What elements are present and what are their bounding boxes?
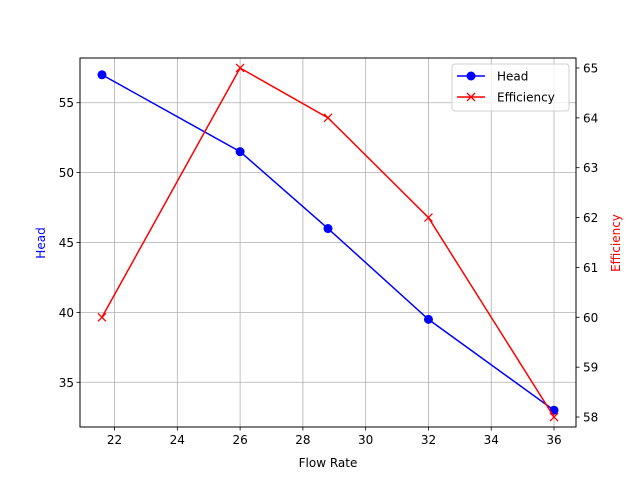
- legend-label: Head: [497, 70, 528, 84]
- y2-tick-label: 59: [583, 361, 598, 375]
- circle-marker: [235, 147, 245, 157]
- x-tick-label: 30: [358, 433, 373, 447]
- x-tick-label: 26: [232, 433, 247, 447]
- y-tick-label: 50: [59, 166, 74, 180]
- y2-tick-label: 65: [583, 61, 598, 75]
- data-series: [97, 63, 559, 422]
- y2-tick-label: 63: [583, 161, 598, 175]
- y-axis-left: 35 40 45 50 55: [59, 96, 80, 390]
- x-tick-label: 24: [170, 433, 185, 447]
- x-marker: [423, 213, 433, 223]
- y-axis-right: 58 59 60 61 62 63 64 65: [576, 61, 598, 425]
- y2-tick-label: 61: [583, 261, 598, 275]
- x-axis-label: Flow Rate: [299, 456, 358, 470]
- x-marker: [235, 63, 245, 73]
- circle-marker: [97, 70, 107, 80]
- y-axis-label-right: Efficiency: [609, 214, 623, 272]
- circle-marker: [423, 314, 433, 324]
- circle-marker: [323, 224, 333, 234]
- y2-tick-label: 64: [583, 111, 598, 125]
- circle-marker: [466, 71, 476, 81]
- x-tick-label: 28: [295, 433, 310, 447]
- y-axis-label-left: Head: [34, 227, 48, 258]
- x-marker: [323, 113, 333, 123]
- legend: Head Efficiency: [451, 63, 570, 112]
- x-axis: 22 24 26 28 30 32 34 36: [107, 427, 562, 447]
- x-tick-label: 22: [107, 433, 122, 447]
- y-tick-label: 35: [59, 376, 74, 390]
- y-tick-label: 55: [59, 96, 74, 110]
- x-marker: [97, 312, 107, 322]
- x-tick-label: 32: [421, 433, 436, 447]
- x-marker: [549, 412, 559, 422]
- legend-label: Efficiency: [497, 91, 555, 105]
- y2-tick-label: 58: [583, 411, 598, 425]
- y2-tick-label: 62: [583, 211, 598, 225]
- x-marker: [466, 92, 476, 102]
- x-tick-label: 36: [546, 433, 561, 447]
- y-tick-label: 45: [59, 236, 74, 250]
- y-tick-label: 40: [59, 306, 74, 320]
- y2-tick-label: 60: [583, 311, 598, 325]
- x-tick-label: 34: [484, 433, 499, 447]
